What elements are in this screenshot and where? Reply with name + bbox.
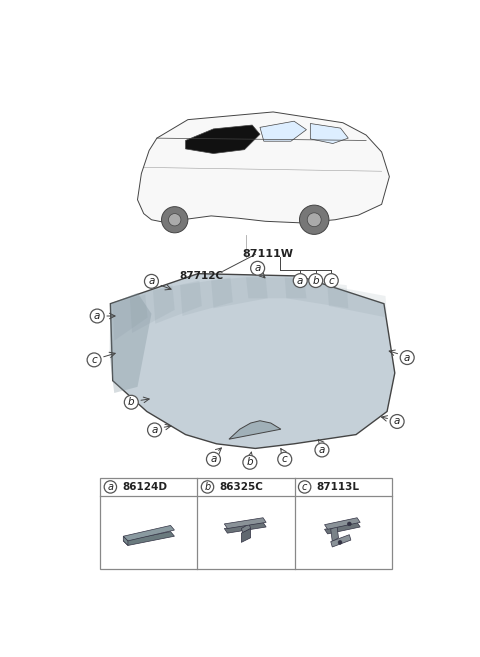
Text: a: a xyxy=(108,482,113,492)
Polygon shape xyxy=(109,293,152,393)
Circle shape xyxy=(338,541,342,544)
Circle shape xyxy=(293,274,307,288)
Polygon shape xyxy=(224,522,266,533)
Circle shape xyxy=(90,309,104,323)
Polygon shape xyxy=(311,124,348,143)
Text: a: a xyxy=(151,425,158,435)
Circle shape xyxy=(390,415,404,428)
Polygon shape xyxy=(113,294,147,340)
Text: a: a xyxy=(297,275,303,286)
Text: b: b xyxy=(204,482,211,492)
Text: a: a xyxy=(319,445,325,455)
Polygon shape xyxy=(285,277,348,308)
Circle shape xyxy=(144,275,158,288)
Polygon shape xyxy=(153,281,202,324)
Circle shape xyxy=(315,443,329,457)
Circle shape xyxy=(168,214,181,226)
Polygon shape xyxy=(241,528,251,543)
Circle shape xyxy=(307,213,321,227)
Text: a: a xyxy=(148,277,155,286)
Circle shape xyxy=(206,452,220,466)
Polygon shape xyxy=(324,522,360,534)
Circle shape xyxy=(87,353,101,367)
Polygon shape xyxy=(324,518,360,530)
Polygon shape xyxy=(241,524,251,533)
Bar xyxy=(100,478,392,568)
Polygon shape xyxy=(327,285,387,317)
Text: b: b xyxy=(247,457,253,467)
Polygon shape xyxy=(123,532,174,545)
Text: a: a xyxy=(394,417,400,426)
Circle shape xyxy=(243,455,257,469)
Circle shape xyxy=(348,522,351,526)
Text: 87111W: 87111W xyxy=(242,250,293,260)
Polygon shape xyxy=(260,121,306,141)
Text: a: a xyxy=(94,311,100,321)
Polygon shape xyxy=(224,518,266,528)
Polygon shape xyxy=(229,420,281,439)
Circle shape xyxy=(324,274,338,288)
Circle shape xyxy=(400,351,414,365)
Circle shape xyxy=(104,481,117,493)
Text: c: c xyxy=(328,275,334,286)
Circle shape xyxy=(124,396,138,409)
Text: b: b xyxy=(312,275,319,286)
Circle shape xyxy=(251,261,264,275)
Circle shape xyxy=(309,274,323,288)
Text: c: c xyxy=(282,454,288,464)
Circle shape xyxy=(162,207,188,233)
Text: 87712C: 87712C xyxy=(179,271,223,281)
Text: a: a xyxy=(210,454,216,464)
Circle shape xyxy=(300,205,329,235)
Circle shape xyxy=(299,481,311,493)
Polygon shape xyxy=(137,112,389,223)
Text: b: b xyxy=(128,397,134,407)
Text: c: c xyxy=(302,482,307,492)
Polygon shape xyxy=(186,125,260,154)
Polygon shape xyxy=(211,275,268,308)
Text: 86124D: 86124D xyxy=(122,482,167,492)
Circle shape xyxy=(278,452,292,466)
Polygon shape xyxy=(110,274,395,449)
Circle shape xyxy=(147,423,162,437)
Circle shape xyxy=(201,481,214,493)
Text: 87113L: 87113L xyxy=(316,482,359,492)
Polygon shape xyxy=(331,535,351,547)
Polygon shape xyxy=(123,526,174,541)
Text: a: a xyxy=(254,263,261,273)
Polygon shape xyxy=(123,536,128,545)
Polygon shape xyxy=(130,285,175,333)
Polygon shape xyxy=(331,526,338,541)
Polygon shape xyxy=(246,277,306,298)
Text: 86325C: 86325C xyxy=(219,482,263,492)
Text: a: a xyxy=(404,353,410,363)
Polygon shape xyxy=(180,277,233,316)
Text: c: c xyxy=(91,355,97,365)
